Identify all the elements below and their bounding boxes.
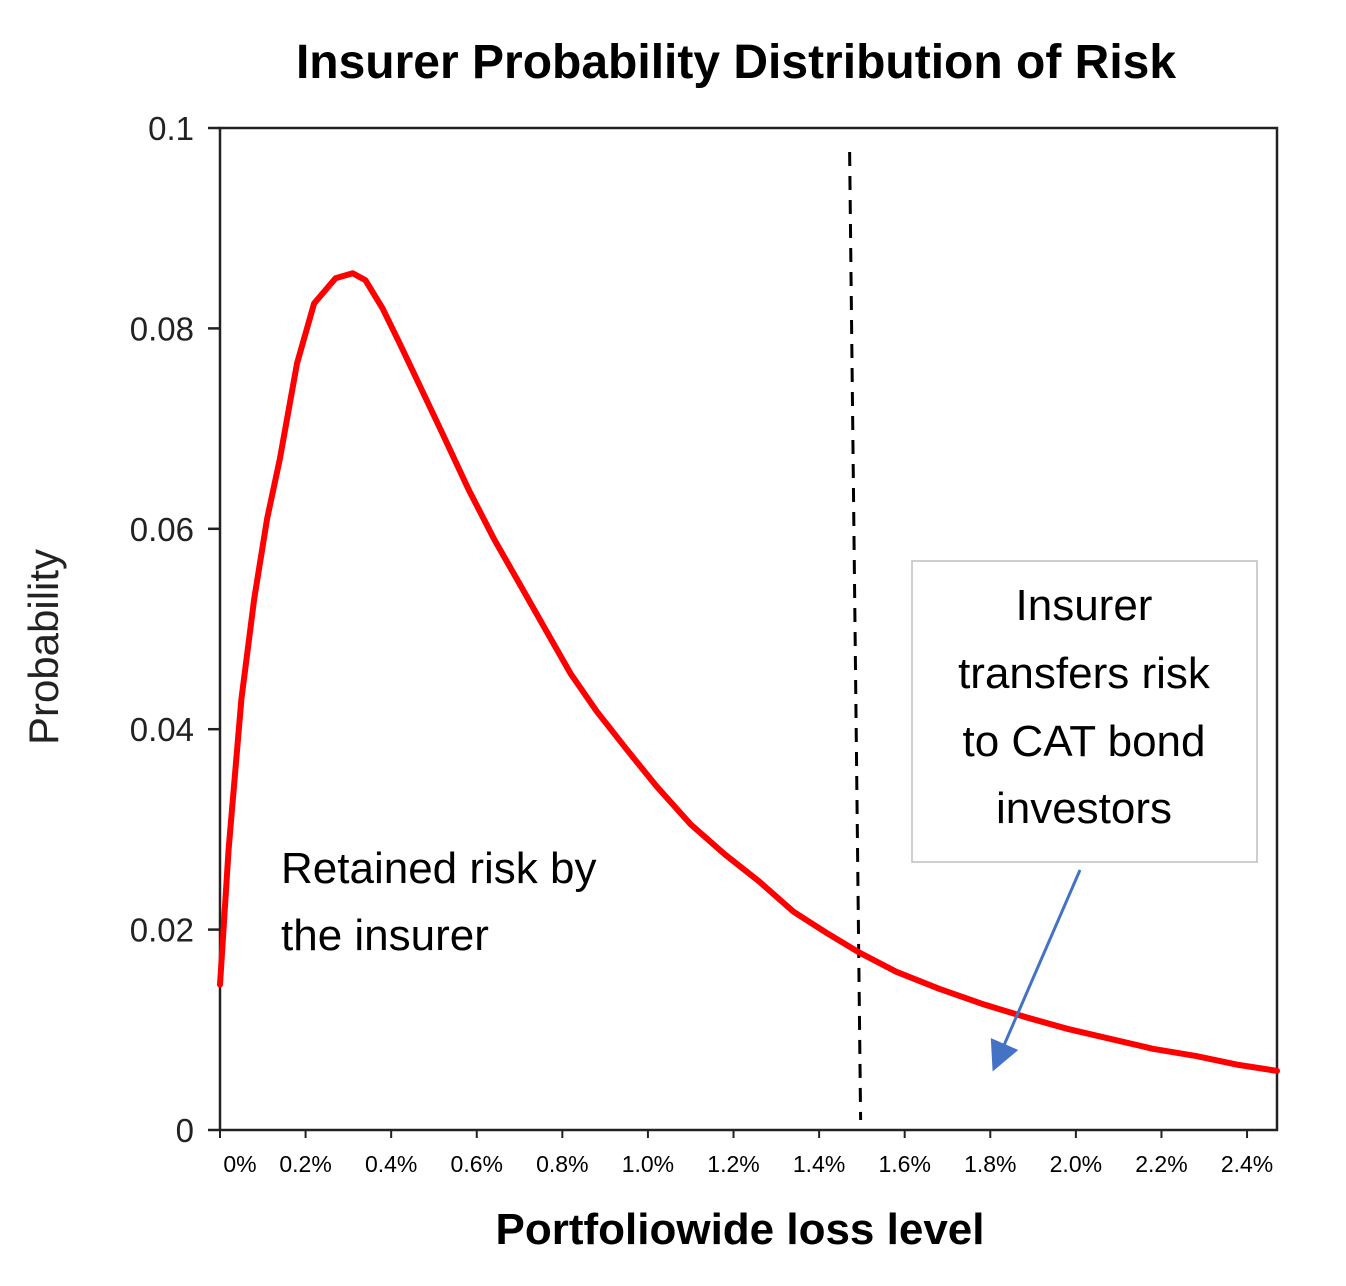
x-tick-label: 2.2% <box>1135 1151 1187 1177</box>
chart-title: Insurer Probability Distribution of Risk <box>296 36 1176 89</box>
transfer-risk-line-4: investors <box>996 784 1172 833</box>
x-tick-label: 1.4% <box>793 1151 845 1177</box>
transfer-risk-line-2: transfers risk <box>958 649 1211 698</box>
transfer-risk-box <box>911 560 1258 863</box>
x-tick-label: 0% <box>223 1151 256 1177</box>
plot-area-frame <box>218 126 1279 1132</box>
retained-risk-line-2: the insurer <box>281 911 489 960</box>
x-tick-label: 0.2% <box>279 1151 331 1177</box>
transfer-risk-line-1: Insurer <box>1016 581 1153 630</box>
y-tick-label: 0.1 <box>148 110 194 147</box>
y-axis-label: Probability <box>20 549 67 745</box>
y-tick-label: 0 <box>176 1112 194 1149</box>
x-tick-label: 0.4% <box>365 1151 417 1177</box>
transfer-arrow <box>990 869 1082 1072</box>
x-tick-label: 1.6% <box>878 1151 930 1177</box>
transfer-risk-callout: Insurer transfers risk to CAT bond inves… <box>911 560 1258 863</box>
x-tick-label: 0.6% <box>451 1151 503 1177</box>
y-tick-label: 0.06 <box>130 511 194 548</box>
y-tick-label: 0.02 <box>130 912 194 949</box>
x-tick-label: 1.2% <box>707 1151 759 1177</box>
x-axis-label: Portfoliowide loss level <box>495 1205 984 1254</box>
x-tick-label: 2.0% <box>1050 1151 1102 1177</box>
retained-risk-annotation: Retained risk by the insurer <box>281 844 596 960</box>
x-tick-label: 1.0% <box>622 1151 674 1177</box>
retained-risk-line-1: Retained risk by <box>281 844 596 893</box>
x-tick-label: 1.8% <box>964 1151 1016 1177</box>
threshold-dashed-line <box>848 151 863 1121</box>
x-tick-label: 0.8% <box>536 1151 588 1177</box>
x-axis-ticks: 0% 0.2% 0.4% 0.6% 0.8% 1.0% 1.2% 1.4% 1.6% 1.8% 2.… <box>219 1130 1273 1177</box>
transfer-risk-line-3: to CAT bond <box>963 717 1206 766</box>
y-axis-ticks: 0 0.02 0.04 0.06 0.08 0.1 <box>130 110 220 1149</box>
y-tick-label: 0.04 <box>130 711 194 748</box>
x-tick-label: 2.4% <box>1221 1151 1273 1177</box>
y-tick-label: 0.08 <box>130 310 194 347</box>
series-line-probability <box>217 270 1280 1074</box>
